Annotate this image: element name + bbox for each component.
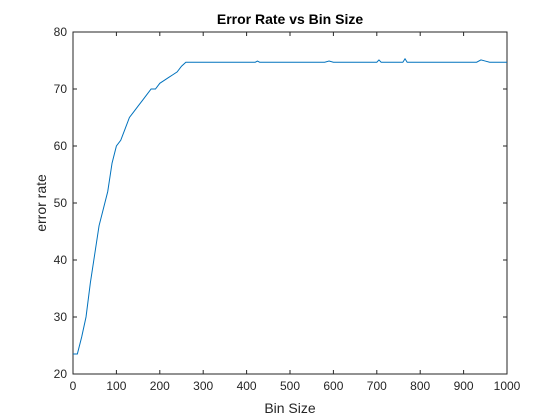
y-tick-label: 60 bbox=[54, 139, 68, 153]
chart-title: Error Rate vs Bin Size bbox=[217, 11, 363, 27]
x-tick-label: 900 bbox=[454, 379, 474, 393]
y-ticks: 20 30 40 50 60 70 80 bbox=[54, 25, 507, 381]
x-axis-label: Bin Size bbox=[264, 400, 316, 416]
y-tick-label: 30 bbox=[54, 310, 68, 324]
series-line bbox=[73, 57, 507, 355]
y-tick-label: 40 bbox=[54, 253, 68, 267]
x-tick-label: 200 bbox=[150, 379, 170, 393]
x-tick-label: 600 bbox=[323, 379, 343, 393]
x-tick-label: 100 bbox=[106, 379, 126, 393]
y-tick-label: 80 bbox=[54, 25, 68, 39]
x-tick-label: 300 bbox=[193, 379, 213, 393]
y-tick-label: 70 bbox=[54, 82, 68, 96]
y-axis-label: error rate bbox=[33, 174, 49, 232]
x-tick-label: 400 bbox=[237, 379, 257, 393]
y-tick-label: 20 bbox=[54, 367, 68, 381]
x-tick-label: 700 bbox=[367, 379, 387, 393]
x-tick-label: 1000 bbox=[494, 379, 521, 393]
x-tick-label: 800 bbox=[410, 379, 430, 393]
x-ticks: 0 100 200 300 400 500 600 700 800 900 1000 bbox=[70, 32, 521, 393]
x-tick-label: 500 bbox=[280, 379, 300, 393]
plot-area bbox=[73, 32, 507, 374]
y-tick-label: 50 bbox=[54, 196, 68, 210]
x-tick-label: 0 bbox=[70, 379, 77, 393]
